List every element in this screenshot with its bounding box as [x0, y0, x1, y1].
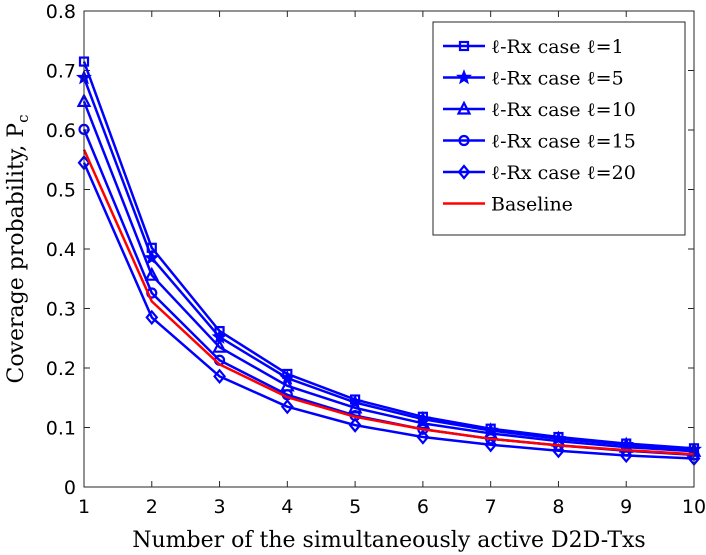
data-point [415, 414, 431, 429]
data-point [619, 447, 633, 464]
legend-entry: ℓ-Rx case ℓ=1 [443, 36, 624, 58]
y-tick-label: 0.3 [46, 299, 76, 321]
legend-box [432, 21, 686, 236]
legend-label: ℓ-Rx case ℓ=20 [491, 162, 636, 184]
data-point [143, 249, 160, 265]
x-tick-label: 10 [682, 496, 706, 518]
legend-marker [456, 69, 472, 85]
legend-label: Baseline [491, 194, 573, 216]
x-tick-label: 7 [485, 496, 497, 518]
legend-label: ℓ-Rx case ℓ=15 [491, 131, 636, 153]
x-tick-label: 1 [78, 496, 90, 518]
plot-frame [83, 10, 695, 488]
data-point [348, 417, 362, 433]
series-6 [82, 149, 695, 456]
x-tick-label: 9 [620, 496, 632, 518]
y-axis-label: Coverage probability, Pc [4, 114, 32, 383]
data-point [280, 398, 294, 415]
y-tick-label: 0.6 [46, 120, 76, 142]
series-line [82, 61, 695, 450]
y-tick-label: 0.4 [46, 239, 76, 261]
y-tick-label: 0.5 [46, 180, 76, 202]
data-point [347, 399, 363, 414]
series-layer [76, 56, 702, 467]
legend-label: ℓ-Rx case ℓ=5 [491, 68, 624, 90]
y-axis-label-main: Coverage probability, P [4, 123, 29, 384]
x-tick-label: 5 [349, 496, 361, 518]
legend-marker [458, 134, 470, 147]
series-line [82, 162, 695, 460]
legend-entry: ℓ-Rx case ℓ=10 [443, 99, 636, 121]
data-point [145, 309, 159, 326]
data-point [212, 338, 227, 353]
x-axis-label: Number of the simultaneously active D2D-… [132, 528, 645, 553]
legend: ℓ-Rx case ℓ=1 ℓ-Rx case ℓ=5 ℓ-Rx case ℓ=10… [432, 21, 686, 236]
y-axis-label-subscript: c [14, 114, 32, 122]
y-tick-label: 0 [64, 477, 76, 499]
data-point [213, 368, 226, 385]
axes: 1 2 3 4 5 6 7 8 9 10 0 0.1 0.2 0.3 0.4 0.5 0.6 0.7 0.8 [46, 1, 706, 518]
legend-entry: Baseline [443, 194, 573, 216]
data-point [552, 442, 565, 459]
legend-marker [457, 164, 471, 180]
x-tick-label: 2 [146, 496, 158, 518]
legend-label: ℓ-Rx case ℓ=10 [491, 99, 636, 121]
legend-entry: ℓ-Rx case ℓ=15 [443, 131, 636, 153]
y-tick-label: 0.1 [46, 418, 76, 440]
data-point [484, 437, 498, 453]
series-5 [77, 155, 701, 467]
series-line [82, 149, 695, 456]
legend-marker [458, 40, 470, 52]
legend-entry: ℓ-Rx case ℓ=20 [443, 162, 636, 184]
x-tick-label: 6 [417, 496, 429, 518]
y-tick-label: 0.8 [46, 1, 76, 23]
data-point [416, 429, 430, 445]
x-tick-label: 8 [552, 496, 564, 518]
series-line [82, 77, 695, 451]
y-tick-label: 0.7 [46, 61, 76, 83]
legend-entry: ℓ-Rx case ℓ=5 [443, 68, 624, 90]
x-tick-label: 4 [281, 496, 293, 518]
x-tick-label: 3 [214, 496, 226, 518]
legend-marker [456, 100, 472, 115]
legend-label: ℓ-Rx case ℓ=1 [491, 36, 624, 58]
y-tick-label: 0.2 [46, 358, 76, 380]
data-point [144, 266, 160, 281]
series-line [82, 100, 695, 453]
